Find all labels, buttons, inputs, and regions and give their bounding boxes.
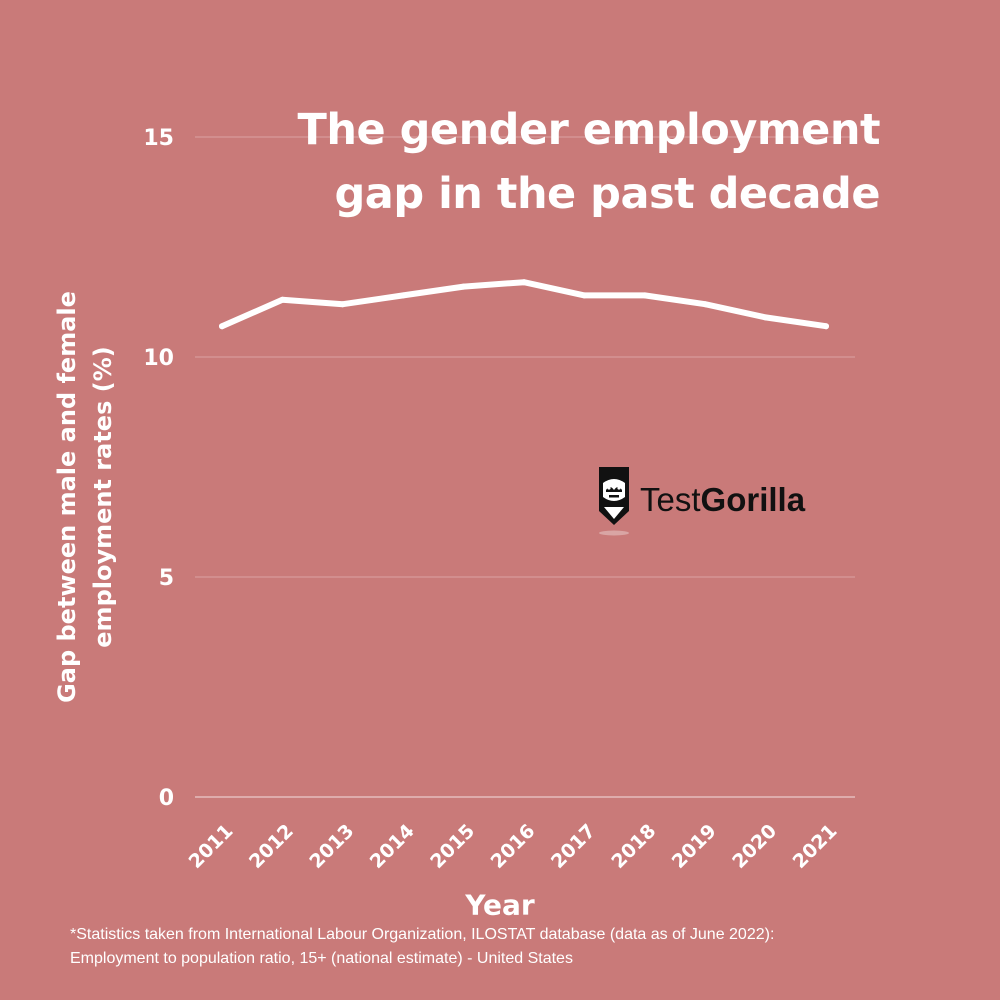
data-point	[400, 292, 407, 299]
x-axis-label: Year	[465, 888, 535, 922]
gorilla-icon	[599, 467, 629, 536]
x-tick-label: 2014	[366, 820, 419, 873]
x-tick-label: 2017	[547, 820, 600, 873]
data-point	[279, 296, 286, 303]
x-tick-label: 2016	[487, 820, 540, 873]
x-tick-label: 2015	[426, 820, 479, 873]
y-tick-label: 15	[143, 126, 174, 151]
footnote-line-2: Employment to population ratio, 15+ (nat…	[70, 950, 573, 967]
data-point	[823, 323, 829, 330]
x-tick-label: 2018	[607, 820, 660, 873]
x-tick-label: 2021	[789, 820, 842, 873]
logo-text-bold: Gorilla	[700, 481, 806, 518]
chart-title-line-2: gap in the past decade	[334, 169, 881, 219]
data-point	[339, 301, 346, 308]
data-point	[219, 323, 225, 330]
testgorilla-logo: TestGorilla	[594, 463, 844, 538]
chart-title: The gender employment gap in the past de…	[297, 98, 881, 226]
x-tick-label: 2012	[245, 820, 298, 873]
series	[219, 279, 829, 330]
x-tick-labels: 2011 2012 2013 2014 2015 2016 2017 2018 2019 2020…	[185, 820, 842, 873]
y-axis-label-line-1: Gap between male and female	[53, 291, 81, 703]
y-axis-label: Gap between male and female employment r…	[49, 247, 121, 747]
grid-lines	[195, 136, 855, 798]
y-tick-label: 0	[159, 786, 174, 811]
data-point	[460, 283, 467, 290]
x-tick-label: 2013	[305, 820, 358, 873]
x-tick-label: 2019	[668, 820, 721, 873]
data-point	[762, 314, 769, 321]
data-point	[581, 292, 588, 299]
logo-wordmark: TestGorilla	[640, 481, 805, 519]
y-tick-label: 5	[159, 566, 174, 591]
chart-title-line-1: The gender employment	[297, 105, 881, 155]
y-tick-label: 10	[143, 346, 174, 371]
x-tick-label: 2020	[728, 820, 781, 873]
series-line	[219, 279, 829, 330]
logo-text-regular: Test	[640, 481, 701, 518]
x-tick-label: 2011	[185, 820, 238, 873]
data-point	[641, 292, 648, 299]
y-tick-labels: 0 5 10 15	[143, 126, 174, 811]
data-point	[702, 301, 709, 308]
data-point	[521, 279, 527, 286]
footnote-line-1: *Statistics taken from International Lab…	[70, 926, 775, 943]
footnote: *Statistics taken from International Lab…	[70, 923, 774, 971]
y-axis-label-line-2: employment rates (%)	[89, 346, 117, 648]
